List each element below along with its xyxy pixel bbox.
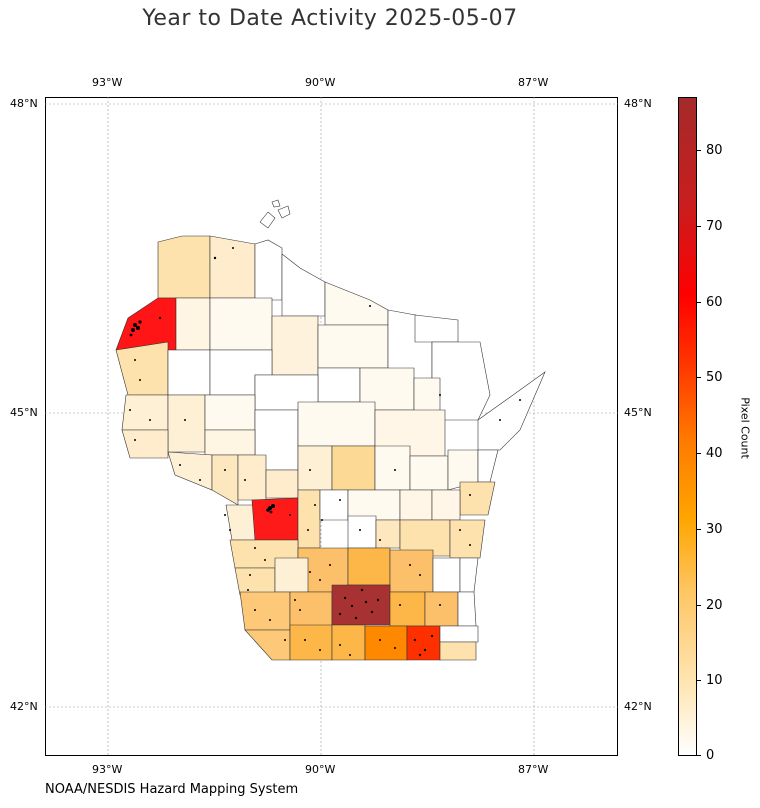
county-bayfield <box>209 235 256 299</box>
top-lon-tick: 90°W <box>305 76 336 89</box>
county-green <box>289 624 333 661</box>
county-rock <box>364 625 408 661</box>
county-manitowoc <box>459 481 496 516</box>
left-lat-tick: 45°N <box>10 406 38 419</box>
colorbar-title: Pixel Count <box>738 397 752 459</box>
county-chippewa <box>204 394 256 431</box>
county-milwaukee <box>457 591 477 627</box>
county-lincoln <box>317 367 361 403</box>
county-pepin <box>167 451 213 491</box>
county-florence <box>414 314 459 343</box>
county-waukesha <box>424 591 459 627</box>
county-wood <box>297 445 333 491</box>
island-shapes <box>259 199 291 229</box>
county-crawford <box>234 567 276 596</box>
county-stcroix <box>121 394 169 431</box>
county-walworth <box>406 625 441 661</box>
colorbar <box>678 97 697 756</box>
fire-detection-points <box>129 247 521 657</box>
county-jefferson <box>389 591 426 627</box>
colorbar-tick-mark <box>697 755 701 756</box>
county-ozaukee <box>459 557 479 593</box>
colorbar-tick-label: 20 <box>706 598 723 613</box>
county-winnebago <box>399 489 433 521</box>
county-jackson <box>265 469 299 499</box>
colorbar-tick-mark <box>697 529 701 530</box>
county-polk <box>115 341 169 396</box>
county-adams <box>319 489 349 521</box>
colorbar-tick-label: 10 <box>706 673 723 688</box>
county-calumet <box>431 489 461 521</box>
top-lon-tick: 93°W <box>92 76 123 89</box>
county-buffalo <box>211 454 239 506</box>
county-kenosha <box>439 641 477 661</box>
colorbar-tick-label: 70 <box>706 219 723 234</box>
county-iowa <box>289 591 333 631</box>
colorbar-tick-mark <box>697 680 701 681</box>
county-lafayette <box>244 629 291 661</box>
colorbar-tick-label: 30 <box>706 522 723 537</box>
county-grant <box>239 591 291 631</box>
right-lat-tick: 48°N <box>624 97 652 110</box>
colorbar-tick-label: 60 <box>706 295 723 310</box>
chart-title: Year to Date Activity 2025-05-07 <box>142 6 518 31</box>
bottom-lon-tick: 93°W <box>92 763 123 776</box>
county-outagamie <box>409 455 449 491</box>
source-credit: NOAA/NESDIS Hazard Mapping System <box>45 782 299 797</box>
colorbar-tick-mark <box>697 226 701 227</box>
county-lacrosse <box>225 504 256 541</box>
county-eauclaire <box>204 429 256 456</box>
county-juneau <box>297 489 321 549</box>
county-ashland <box>254 239 283 301</box>
county-douglas <box>157 235 211 299</box>
colorbar-tick-mark <box>697 605 701 606</box>
county-waushara <box>347 489 401 521</box>
county-polygons <box>115 235 546 661</box>
colorbar-tick-label: 50 <box>706 370 723 385</box>
county-portage <box>331 445 376 491</box>
county-oneida <box>317 324 389 369</box>
county-barron <box>167 349 211 396</box>
right-lat-tick: 42°N <box>624 700 652 713</box>
county-marathon <box>297 401 376 447</box>
county-iron <box>281 253 326 317</box>
colorbar-tick-mark <box>697 302 701 303</box>
county-waupaca <box>374 445 411 491</box>
bottom-lon-tick: 90°W <box>305 763 336 776</box>
county-washington <box>432 557 461 593</box>
county-sheboygan <box>449 519 486 559</box>
county-dunn <box>167 394 206 453</box>
county-trempealeau <box>237 454 267 501</box>
county-greenlake <box>375 519 401 549</box>
county-kewaunee <box>477 449 499 483</box>
county-monroe <box>251 497 299 541</box>
bottom-lon-tick: 87°W <box>518 763 549 776</box>
colorbar-tick-label: 0 <box>706 748 715 763</box>
colorbar-tick-label: 40 <box>706 446 723 461</box>
left-lat-tick: 42°N <box>10 700 38 713</box>
county-marquette <box>347 515 377 549</box>
county-racine <box>439 625 479 643</box>
right-lat-tick: 45°N <box>624 406 652 419</box>
county-pierce <box>121 429 169 459</box>
colorbar-tick-mark <box>697 377 701 378</box>
county-columbia <box>347 547 391 586</box>
county-washburn <box>175 297 211 351</box>
county-greenlake-s <box>331 624 366 661</box>
colorbar-tick-mark <box>697 453 701 454</box>
county-richland <box>274 557 309 593</box>
county-vilas <box>324 281 389 326</box>
county-dane <box>331 584 391 626</box>
top-lon-tick: 87°W <box>518 76 549 89</box>
county-price <box>271 315 319 376</box>
left-lat-tick: 48°N <box>10 97 38 110</box>
colorbar-tick-label: 80 <box>706 143 723 158</box>
colorbar-tick-mark <box>697 150 701 151</box>
county-marinette <box>431 341 491 421</box>
county-dodge <box>389 549 434 593</box>
county-sawyer <box>209 297 273 351</box>
